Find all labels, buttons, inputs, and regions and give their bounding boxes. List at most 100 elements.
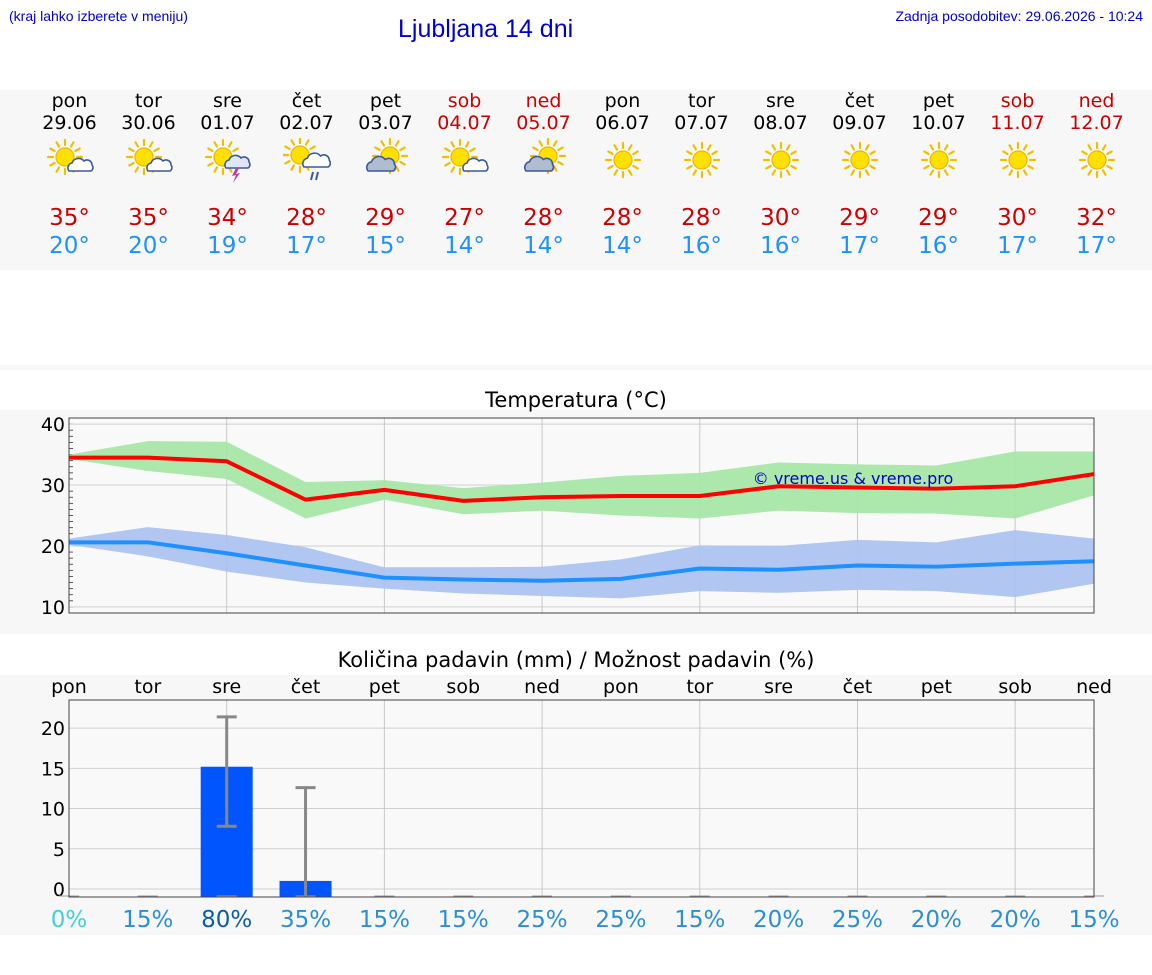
day-column: tor 30.06 35° 20°	[109, 90, 188, 260]
x-category-label: tor	[686, 676, 713, 698]
precip-probability: 20%	[990, 907, 1041, 933]
sun-icon	[999, 141, 1036, 179]
sun-ray	[922, 164, 930, 170]
sun-disc	[691, 150, 712, 170]
day-name: pet	[369, 90, 402, 112]
sun-disc	[133, 147, 154, 167]
sun-ray	[394, 140, 400, 147]
sun-ray	[1101, 169, 1107, 176]
temp-min: 19°	[207, 233, 248, 259]
sun-ray	[227, 141, 233, 148]
y-tick-label: 10	[41, 799, 65, 821]
sun-shape	[683, 141, 720, 179]
day-date: 12.07	[1069, 112, 1124, 134]
cloud-outline	[523, 155, 554, 172]
sun-ray	[1105, 164, 1113, 170]
sun-cloud-icon	[46, 138, 94, 176]
sun-storm-icon	[204, 138, 251, 183]
cloud-shape	[145, 157, 173, 172]
sun-disc	[849, 150, 870, 170]
x-category-label: pon	[51, 676, 87, 698]
day-name: pon	[51, 90, 88, 112]
day-date: 07.07	[674, 112, 729, 134]
daily-forecast-panel: pon 29.06 35° 20° tor 30.06 35° 20° sre 01.07 34° 1…	[0, 90, 1152, 270]
rain-drop	[309, 171, 314, 181]
sun-shape	[1078, 141, 1115, 179]
sun-ray	[843, 164, 851, 170]
sun-ray	[1007, 144, 1013, 151]
sun-disc	[449, 147, 470, 167]
sun-ray	[133, 166, 139, 173]
day-date: 08.07	[753, 112, 808, 134]
sun-disc	[770, 150, 791, 170]
sun-ray	[612, 169, 618, 176]
temp-max: 27°	[444, 205, 485, 231]
day-column: sob 11.07 30° 17°	[978, 90, 1057, 260]
day-date: 01.07	[200, 112, 255, 134]
sun-ray	[1080, 164, 1088, 170]
temp-min: 20°	[128, 233, 169, 259]
cloud-outline	[66, 157, 94, 172]
precip-probability: 20%	[753, 907, 804, 933]
cloud-shape	[523, 155, 554, 172]
day-column: pet 10.07 29° 16°	[899, 90, 978, 260]
sun-ray	[627, 144, 633, 151]
sun-ray	[864, 169, 870, 176]
x-category-label: sre	[212, 676, 241, 698]
sun-ray	[398, 146, 406, 152]
sun-ray	[48, 161, 56, 167]
temp-max: 28°	[523, 205, 564, 231]
sun-ray	[127, 147, 135, 153]
sun-ray	[1086, 169, 1092, 176]
cloud-shape	[461, 157, 489, 172]
sun-ray	[537, 140, 543, 147]
y-tick-label: 15	[41, 758, 65, 780]
sun-ray	[449, 166, 455, 173]
divider	[0, 365, 1152, 370]
sun-ray	[706, 144, 712, 151]
sun-ray	[54, 141, 60, 148]
sun-ray	[685, 164, 693, 170]
temp-max: 28°	[681, 205, 722, 231]
day-date: 10.07	[911, 112, 966, 134]
last-updated: Zadnja posodobitev: 29.06.2026 - 10:24	[895, 8, 1143, 24]
precip-probability: 15%	[674, 907, 725, 933]
sun-ray	[148, 141, 154, 148]
sun-shape	[762, 141, 799, 179]
sun-ray	[531, 146, 539, 152]
min-temperature-line	[69, 540, 1095, 583]
day-name: sob	[447, 90, 482, 112]
sun-ray	[379, 140, 385, 147]
sun-ray	[1101, 144, 1107, 151]
temp-min: 17°	[839, 233, 880, 259]
day-column: pon 06.07 28° 14°	[583, 90, 662, 260]
cloud-shape	[223, 154, 251, 169]
precip-probability: 15%	[438, 907, 489, 933]
temp-max: 28°	[602, 205, 643, 231]
location-hint: (kraj lahko izberete v meniju)	[9, 8, 188, 24]
sun-ray	[631, 150, 639, 156]
sun-ray	[449, 141, 455, 148]
sun-ray	[206, 161, 214, 167]
sun-icon	[920, 141, 957, 179]
precip-probability: 25%	[832, 907, 883, 933]
x-category-label: pon	[603, 676, 639, 698]
sun-ray	[464, 141, 470, 148]
sun-cloud-icon	[125, 138, 173, 176]
sun-ray	[1001, 164, 1009, 170]
precip-probability: 15%	[1068, 907, 1119, 933]
day-column: čet 02.07 28° 17°	[267, 90, 346, 260]
sun-ray	[710, 164, 718, 170]
precip-probability: 25%	[517, 907, 568, 933]
day-date: 06.07	[595, 112, 650, 134]
sun-shape	[46, 138, 83, 176]
sun-shape	[441, 138, 478, 176]
sun-ray	[789, 164, 797, 170]
sun-ray	[552, 140, 558, 147]
day-date: 30.06	[121, 112, 176, 134]
sun-ray	[394, 165, 400, 172]
day-date: 29.06	[42, 112, 97, 134]
sun-ray	[206, 147, 214, 153]
sun-ray	[1022, 144, 1028, 151]
sun-ray	[864, 144, 870, 151]
